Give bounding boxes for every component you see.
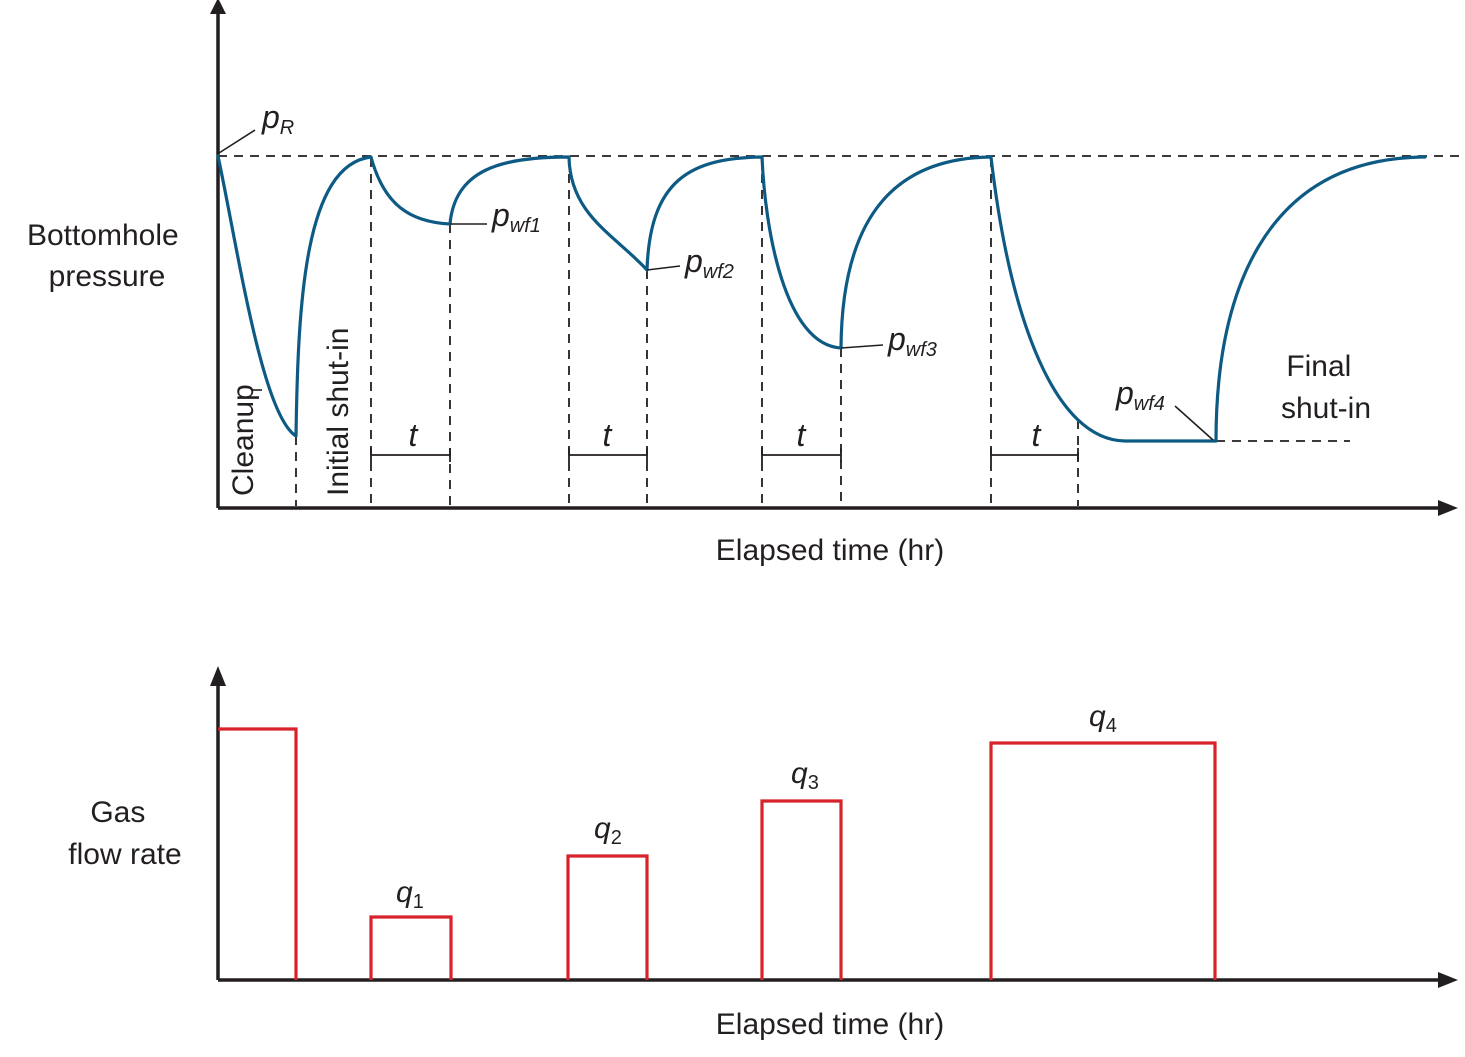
flow4-t-label: t [1032,417,1042,453]
flow1-t-label: t [409,417,419,453]
pwf3-pointer [840,344,884,349]
q4-rate-bar [989,741,1217,980]
q2-rate-bar [566,854,649,980]
period-boundaries [295,158,1079,506]
q3-rate-bar [760,799,843,980]
rate-x-label: Elapsed time (hr) [716,1008,944,1041]
rate-y-arrowhead [210,666,226,686]
pwf2-label: pwf2 [684,243,734,283]
cleanup-rate-bar [218,727,298,980]
pwf2-pointer [646,265,681,271]
pressure-y-arrowhead [210,0,226,14]
bottomhole-pressure-curve [216,154,1427,443]
flow-period-brackets [370,448,1079,462]
rate-panel: Gas flow rate Elapsed time (hr) q1 q2 q3… [68,666,1458,1041]
pwf4-label: pwf4 [1115,375,1165,415]
flow2-t-label: t [603,417,613,453]
pressure-panel: Bottomhole pressure Elapsed time (hr) pR… [27,0,1462,567]
cleanup-label: Cleanup [227,384,260,496]
flow1-duration-bracket [370,448,451,462]
pressure-y-label: Bottomhole pressure [27,219,187,293]
pressure-x-label: Elapsed time (hr) [716,534,944,567]
pr-pointer [218,129,256,154]
q1-rate-bar [369,915,453,980]
q3-label: q3 [791,757,819,794]
q4-label: q4 [1089,700,1117,737]
rate-y-label: Gas flow rate [68,796,181,871]
final-shut-in-label: Final shut-in [1281,350,1371,425]
q1-label: q1 [396,876,424,913]
flow3-duration-bracket [761,448,842,462]
flow4-duration-bracket [990,448,1079,462]
q2-label: q2 [594,812,622,849]
flow2-duration-bracket [568,448,648,462]
initial-shut-in-label: Initial shut-in [322,328,355,496]
rate-x-arrowhead [1438,972,1458,988]
pwf4-pointer [1174,405,1214,441]
flow3-t-label: t [797,417,807,453]
pr-label: pR [261,99,294,139]
pressure-x-arrowhead [1438,500,1458,516]
pwf3-label: pwf3 [887,321,937,361]
pwf1-label: pwf1 [491,197,541,237]
